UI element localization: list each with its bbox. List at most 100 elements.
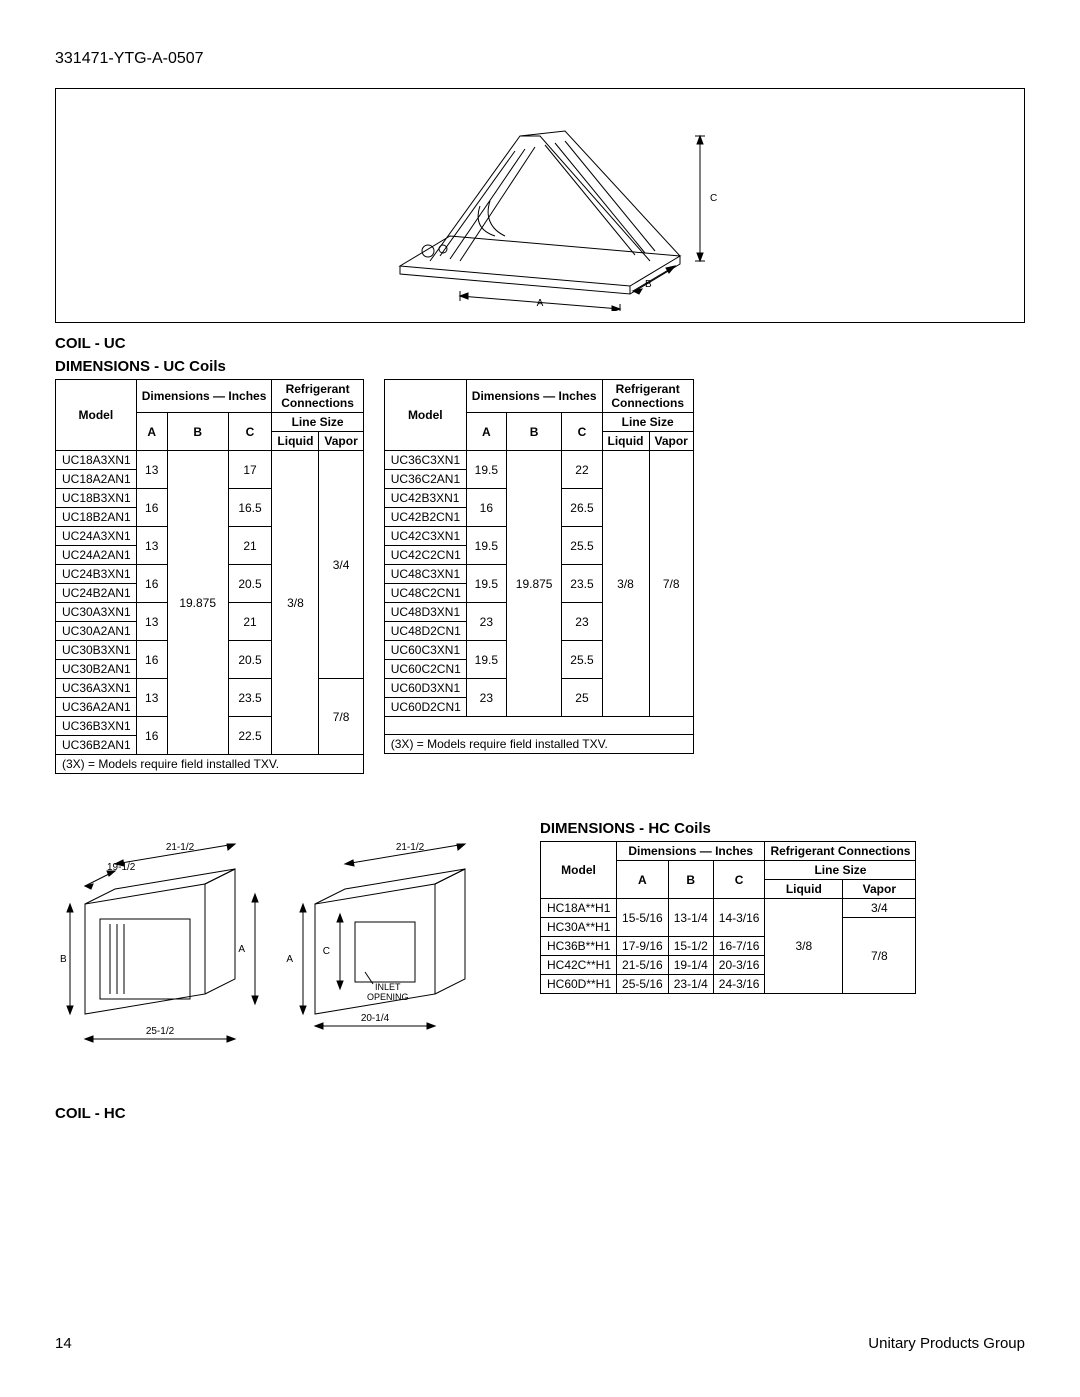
col-vapor: Vapor [649, 432, 693, 451]
col-c: C [562, 413, 602, 451]
col-b: B [668, 861, 713, 899]
uc-figure-frame: A B C [55, 88, 1025, 323]
uc-coil-diagram: A B C [330, 101, 750, 311]
col-model: Model [541, 842, 617, 899]
col-refr: RefrigerantConnections [272, 380, 363, 413]
hc-coil-diagram: 21-1/2 19-1/2 B [55, 814, 515, 1094]
table-cell: 13 [136, 451, 167, 489]
table-cell: 26.5 [562, 489, 602, 527]
col-dim: Dimensions — Inches [617, 842, 765, 861]
table-cell: 19.5 [466, 565, 506, 603]
uc-dimensions-heading: DIMENSIONS - UC Coils [55, 358, 1025, 375]
col-line: Line Size [272, 413, 363, 432]
table-cell: UC30B2AN1 [56, 660, 137, 679]
hc-dim-c: C [323, 946, 330, 957]
hc-opening-label: OPENING [367, 992, 409, 1002]
table-cell: 15-1/2 [668, 937, 713, 956]
table-cell: UC30B3XN1 [56, 641, 137, 660]
dim-label-a: A [537, 298, 544, 309]
page-number: 14 [55, 1335, 72, 1352]
table-cell: 19.5 [466, 527, 506, 565]
hc-dim-b: B [60, 954, 67, 965]
table-cell: UC48D2CN1 [384, 622, 466, 641]
table-cell: HC42C**H1 [541, 956, 617, 975]
col-b: B [167, 413, 228, 451]
table-row: HC18A**H115-5/1613-1/414-3/163/83/4 [541, 899, 916, 918]
coil-uc-heading: COIL - UC [55, 335, 1025, 352]
col-b: B [506, 413, 562, 451]
col-refr: RefrigerantConnections [602, 380, 693, 413]
table-cell: 23.5 [228, 679, 272, 717]
table-cell: 14-3/16 [713, 899, 765, 937]
table-cell: 16 [136, 489, 167, 527]
table-cell: UC42B3XN1 [384, 489, 466, 508]
table-row: UC18A3XN11319.875173/83/4 [56, 451, 364, 470]
table-cell: 24-3/16 [713, 975, 765, 994]
table-cell: UC60D3XN1 [384, 679, 466, 698]
coil-hc-heading: COIL - HC [55, 1105, 515, 1122]
col-c: C [713, 861, 765, 899]
table-cell: UC18B2AN1 [56, 508, 137, 527]
table-cell: UC18A3XN1 [56, 451, 137, 470]
table-cell: UC36A3XN1 [56, 679, 137, 698]
col-liquid: Liquid [272, 432, 319, 451]
table-cell: 25 [562, 679, 602, 717]
table-cell: 3/8 [272, 451, 319, 755]
table-cell: 16 [136, 717, 167, 755]
table-cell: 7/8 [649, 451, 693, 717]
col-model: Model [384, 380, 466, 451]
table-cell: 3/8 [602, 451, 649, 717]
table-cell: 13 [136, 603, 167, 641]
table-cell: 13-1/4 [668, 899, 713, 937]
table-cell: 13 [136, 527, 167, 565]
col-vapor: Vapor [319, 432, 363, 451]
table-cell: 20.5 [228, 565, 272, 603]
col-c: C [228, 413, 272, 451]
table-cell: HC60D**H1 [541, 975, 617, 994]
txv-note: (3X) = Models require field installed TX… [384, 735, 693, 754]
table-cell: 16 [136, 565, 167, 603]
table-cell: UC24B3XN1 [56, 565, 137, 584]
table-cell: HC18A**H1 [541, 899, 617, 918]
table-cell: 17-9/16 [617, 937, 669, 956]
table-cell: UC60C2CN1 [384, 660, 466, 679]
table-cell: UC42B2CN1 [384, 508, 466, 527]
table-cell: 23 [562, 603, 602, 641]
table-cell: UC18A2AN1 [56, 470, 137, 489]
table-cell: 20.5 [228, 641, 272, 679]
table-cell: UC48C2CN1 [384, 584, 466, 603]
table-cell: UC36B3XN1 [56, 717, 137, 736]
col-liquid: Liquid [765, 880, 843, 899]
table-cell: UC30A3XN1 [56, 603, 137, 622]
table-cell: UC18B3XN1 [56, 489, 137, 508]
hc-dim-a-right: A [286, 954, 293, 965]
table-cell: 23.5 [562, 565, 602, 603]
table-cell: 20-3/16 [713, 956, 765, 975]
table-cell: 19.875 [506, 451, 562, 717]
table-cell: HC30A**H1 [541, 918, 617, 937]
table-row: UC36C3XN119.519.875223/87/8 [384, 451, 693, 470]
col-line: Line Size [602, 413, 693, 432]
table-cell: UC36A2AN1 [56, 698, 137, 717]
table-cell: 3/4 [319, 451, 363, 679]
hc-inlet-label: INLET [375, 982, 401, 992]
col-refr-conn: Refrigerant Connections [765, 842, 916, 861]
hc-dimensions-heading: DIMENSIONS - HC Coils [540, 820, 1025, 837]
table-cell: 22 [562, 451, 602, 489]
table-cell: 16 [136, 641, 167, 679]
col-a: A [617, 861, 669, 899]
table-cell: UC60D2CN1 [384, 698, 466, 717]
table-cell: UC60C3XN1 [384, 641, 466, 660]
table-cell: 25.5 [562, 527, 602, 565]
table-cell: 19.5 [466, 641, 506, 679]
table-cell: UC36B2AN1 [56, 736, 137, 755]
table-cell: 25-5/16 [617, 975, 669, 994]
uc-right-table: Model Dimensions — Inches RefrigerantCon… [384, 379, 694, 754]
col-vapor: Vapor [843, 880, 916, 899]
col-liquid: Liquid [602, 432, 649, 451]
table-cell: 21-5/16 [617, 956, 669, 975]
table-cell: 23 [466, 603, 506, 641]
doc-id: 331471-YTG-A-0507 [55, 50, 1025, 68]
col-model: Model [56, 380, 137, 451]
hc-dim-bottom: 25-1/2 [146, 1026, 175, 1037]
